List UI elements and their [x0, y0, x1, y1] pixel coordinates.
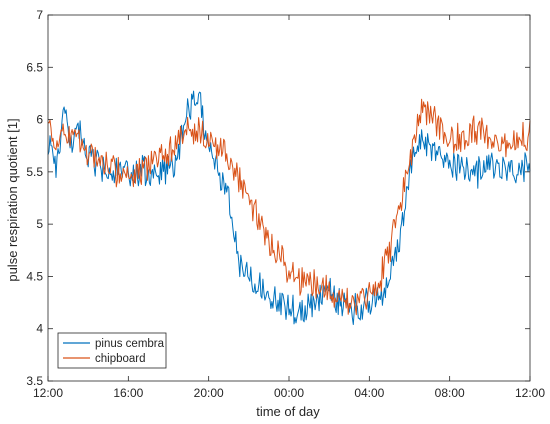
legend-box: [57, 332, 167, 369]
x-tick-label: 12:00: [33, 386, 63, 400]
y-tick-label: 4.5: [26, 269, 43, 283]
x-tick-label: 20:00: [194, 386, 224, 400]
axes: 3.5 4 4.5 5 5.5 6 6.5 7 12:00 16:00 20:00 00:00 04:0…: [26, 8, 545, 400]
y-tick-label: 7: [36, 8, 43, 22]
y-tick-label: 5: [36, 217, 43, 231]
y-tick-label: 5.5: [26, 165, 43, 179]
y-tick-label: 6.5: [26, 60, 43, 74]
y-tick-label: 3.5: [26, 374, 43, 388]
y-tick-label: 6: [36, 113, 43, 127]
x-tick-label: 08:00: [435, 386, 465, 400]
y-axis-label: pulse respiration quotient [1]: [5, 118, 20, 281]
plot-area: [47, 90, 531, 325]
x-tick-label: 00:00: [274, 386, 304, 400]
x-axis-label: time of day: [256, 404, 320, 419]
x-tick-label: 12:00: [515, 386, 545, 400]
legend-label: pinus cembra: [95, 338, 165, 350]
x-tick-label: 16:00: [113, 386, 143, 400]
axes-frame: [47, 14, 531, 382]
y-tick-label: 4: [36, 322, 43, 336]
legend: pinus cembra chipboard: [57, 332, 167, 369]
legend-label: chipboard: [95, 353, 146, 365]
x-tick-label: 04:00: [354, 386, 384, 400]
series-line-chipboard: [47, 98, 531, 316]
